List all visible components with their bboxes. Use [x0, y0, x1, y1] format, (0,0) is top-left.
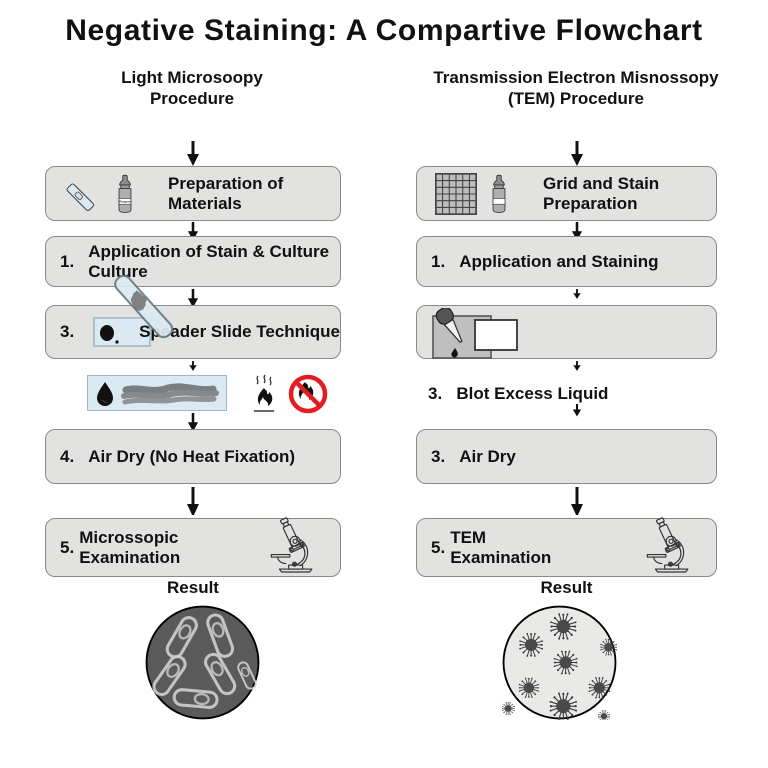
svg-text:Reagent: Reagent	[119, 200, 130, 204]
